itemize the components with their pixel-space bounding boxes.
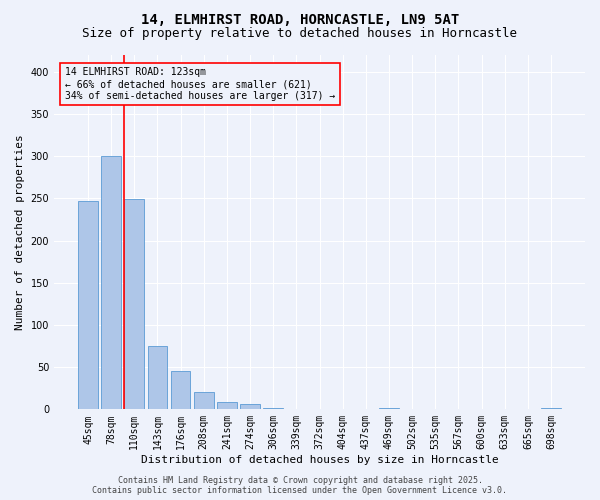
X-axis label: Distribution of detached houses by size in Horncastle: Distribution of detached houses by size … [140,455,499,465]
Y-axis label: Number of detached properties: Number of detached properties [15,134,25,330]
Bar [194,392,214,409]
Bar [124,200,144,410]
Text: 14, ELMHIRST ROAD, HORNCASTLE, LN9 5AT: 14, ELMHIRST ROAD, HORNCASTLE, LN9 5AT [141,12,459,26]
Bar [78,201,98,410]
Bar [171,370,190,410]
Bar [240,404,260,409]
Bar [541,408,561,410]
Bar [101,156,121,409]
Text: 14 ELMHIRST ROAD: 123sqm
← 66% of detached houses are smaller (621)
34% of semi-: 14 ELMHIRST ROAD: 123sqm ← 66% of detach… [65,68,335,100]
Bar [263,408,283,410]
Text: Size of property relative to detached houses in Horncastle: Size of property relative to detached ho… [83,28,517,40]
Bar [379,408,399,410]
Text: Contains HM Land Registry data © Crown copyright and database right 2025.
Contai: Contains HM Land Registry data © Crown c… [92,476,508,495]
Bar [148,346,167,410]
Bar [217,402,237,409]
